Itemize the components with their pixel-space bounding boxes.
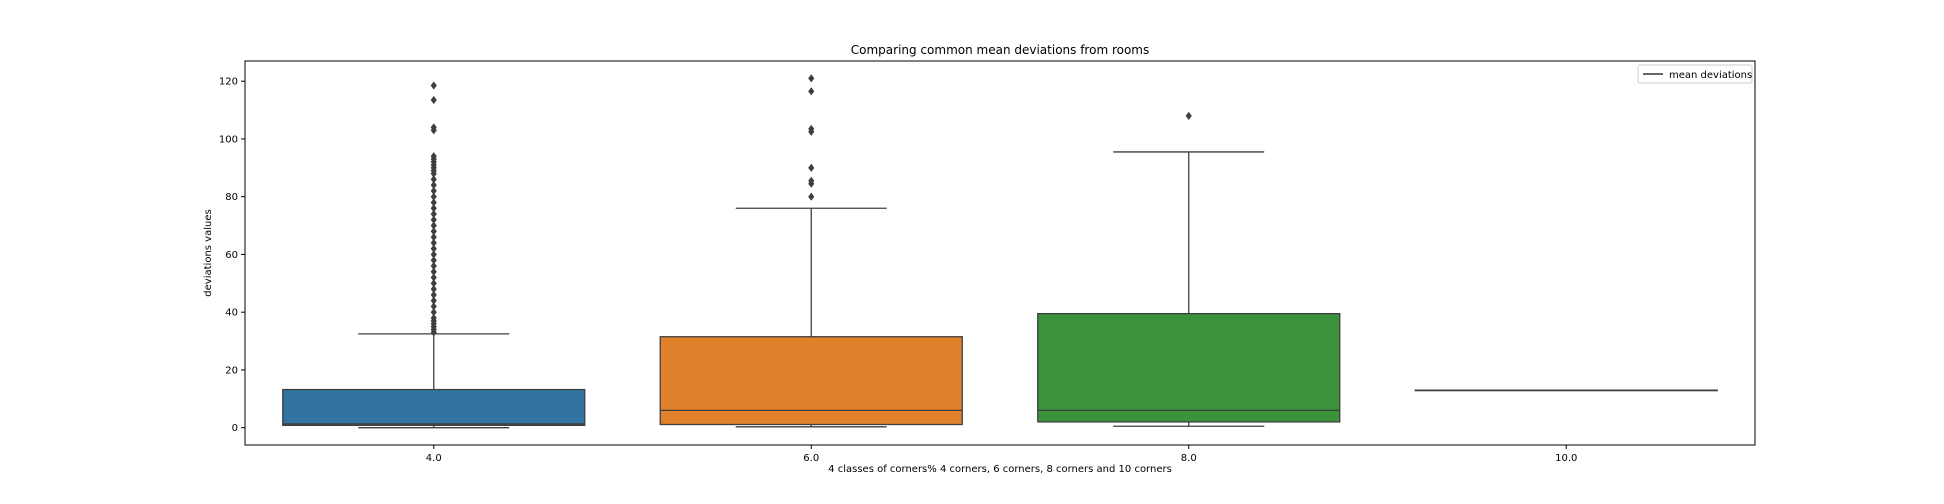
outlier-point	[430, 261, 437, 271]
x-axis-label: 4 classes of corners% 4 corners, 6 corne…	[828, 464, 1172, 475]
outlier-point	[430, 227, 437, 236]
outlier-point	[430, 267, 437, 276]
y-tick-label: 0	[232, 423, 238, 434]
outlier-point	[430, 186, 437, 196]
outlier-point	[430, 192, 437, 201]
outlier-point	[430, 250, 437, 259]
outlier-point	[430, 81, 437, 90]
y-tick-label: 120	[219, 77, 238, 88]
y-tick-label: 80	[225, 192, 238, 203]
x-tick-label: 8.0	[1181, 453, 1197, 464]
y-tick-label: 60	[225, 250, 238, 261]
plot-frame	[244, 60, 1756, 446]
box-8.0	[1037, 312, 1341, 423]
y-tick-label: 40	[225, 308, 238, 319]
chart-title: Comparing common mean deviations from ro…	[851, 43, 1150, 57]
y-tick-label: 100	[219, 134, 238, 145]
outlier-point	[430, 238, 437, 247]
outlier-point	[430, 244, 437, 253]
outlier-point	[430, 290, 437, 299]
outlier-point	[808, 176, 815, 185]
outlier-point	[430, 181, 437, 190]
outlier-point	[430, 198, 437, 207]
outlier-point	[430, 221, 437, 230]
legend: mean deviations	[1637, 64, 1753, 84]
legend-box	[1637, 64, 1753, 84]
outlier-point	[430, 296, 437, 305]
legend-label: mean deviations	[1669, 70, 1752, 81]
y-axis-label: deviations values	[203, 209, 214, 296]
outlier-point	[430, 308, 437, 317]
outlier-point	[808, 74, 815, 83]
outlier-point	[430, 209, 437, 219]
outlier-point	[430, 95, 437, 105]
outlier-point	[808, 87, 815, 96]
outlier-point	[430, 279, 437, 288]
plot-area: 0 20 40 60 80 100 120 4.0 6.0 8.0 10.0	[219, 74, 1718, 464]
outlier-point	[430, 313, 437, 323]
outlier-point	[430, 215, 437, 224]
outlier-point	[808, 192, 815, 201]
x-tick-label: 10.0	[1555, 453, 1577, 464]
outlier-point	[430, 284, 437, 294]
outlier-point	[430, 256, 437, 265]
outlier-point	[808, 163, 815, 172]
x-tick-label: 4.0	[426, 453, 442, 464]
outlier-point	[1185, 111, 1192, 120]
outlier-point	[430, 152, 437, 161]
outlier-point	[430, 175, 437, 184]
outlier-point	[430, 302, 437, 311]
y-tick-label: 20	[225, 365, 238, 376]
outlier-point	[430, 273, 437, 282]
outlier-point	[808, 124, 815, 133]
box-6.0	[659, 336, 963, 426]
box-4.0	[282, 388, 586, 427]
outlier-point	[430, 204, 437, 213]
x-tick-label: 6.0	[803, 453, 819, 464]
outlier-point	[430, 233, 437, 242]
outlier-point	[430, 123, 437, 132]
